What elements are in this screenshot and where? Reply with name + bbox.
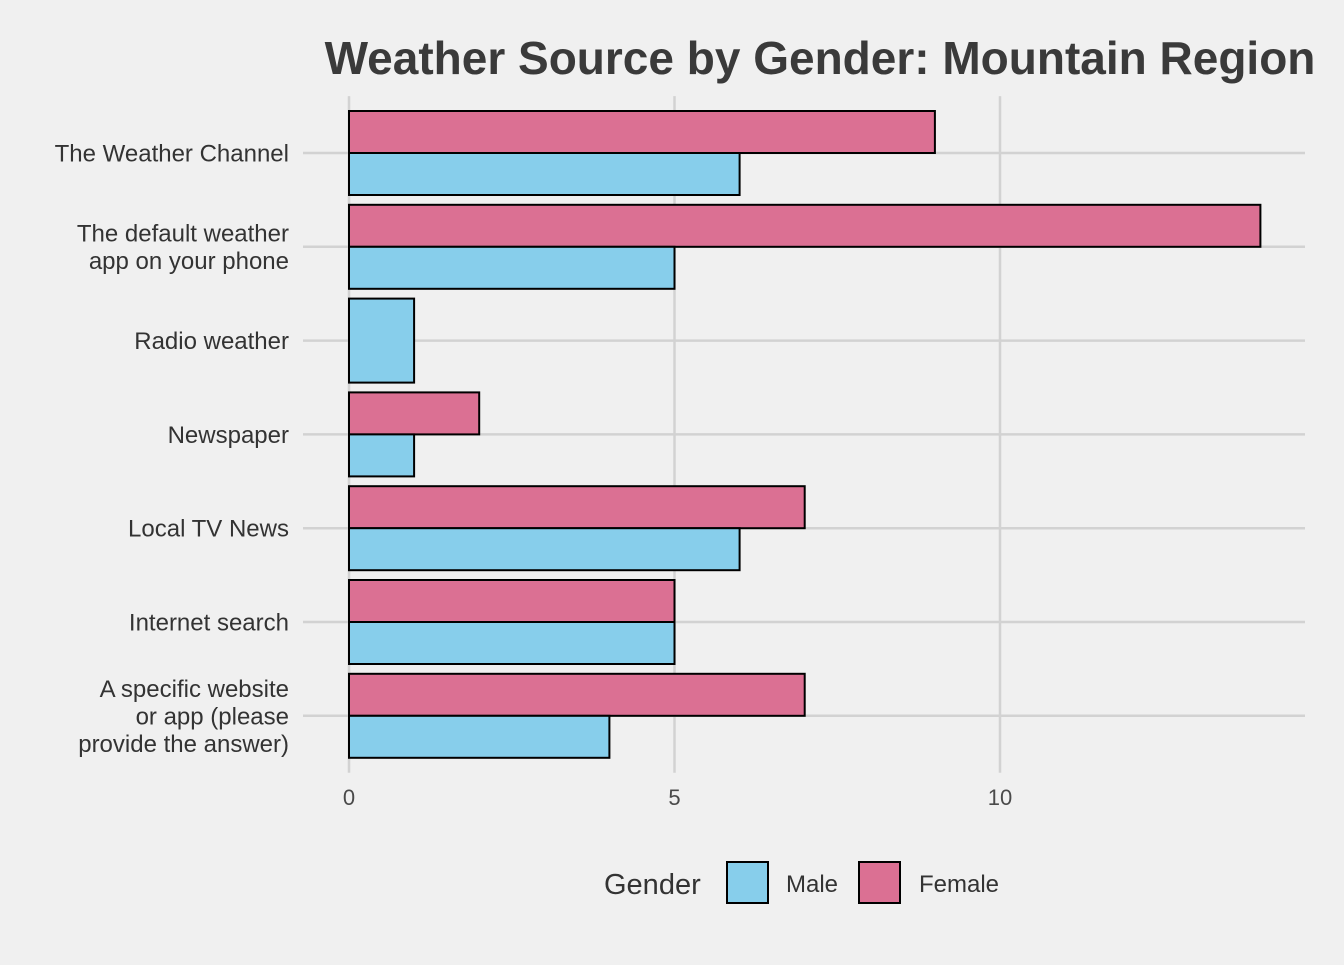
category-labels: The Weather Channel The default weather ap… <box>55 141 289 758</box>
x-tick-label: 0 <box>343 785 355 810</box>
legend-label: Female <box>919 871 999 898</box>
bars-layer <box>348 110 1262 759</box>
x-tick-label: 10 <box>988 785 1012 810</box>
bar-male <box>348 152 741 196</box>
category-label: Internet search <box>129 610 289 637</box>
legend: Gender Male Female <box>604 861 999 904</box>
legend-swatch <box>726 861 769 904</box>
bar-female <box>348 391 481 436</box>
bar-female <box>348 110 936 154</box>
x-tick-label: 5 <box>668 785 680 810</box>
category-label: Local TV News <box>128 516 289 543</box>
bar-male <box>348 245 676 290</box>
bar-male <box>348 297 416 384</box>
category-label: The Weather Channel <box>55 141 289 168</box>
bar-male <box>348 433 416 478</box>
bar-female <box>348 485 806 530</box>
chart-title: Weather Source by Gender: Mountain Regio… <box>325 32 1316 84</box>
legend-label: Male <box>786 871 838 898</box>
category-label: Radio weather <box>134 328 289 355</box>
bar-male <box>348 527 741 572</box>
category-label: Newspaper <box>168 422 289 449</box>
category-label: The default weather app on your phone <box>77 221 289 275</box>
bar-female <box>348 203 1262 248</box>
legend-title: Gender <box>604 869 701 901</box>
category-label: A specific website or app (please provide … <box>78 676 289 758</box>
bar-female <box>348 672 806 717</box>
legend-swatch <box>858 861 901 904</box>
bar-female <box>348 579 676 623</box>
bar-male <box>348 621 676 665</box>
bar-male <box>348 714 611 759</box>
x-axis-ticks: 0 5 10 <box>343 785 1012 810</box>
